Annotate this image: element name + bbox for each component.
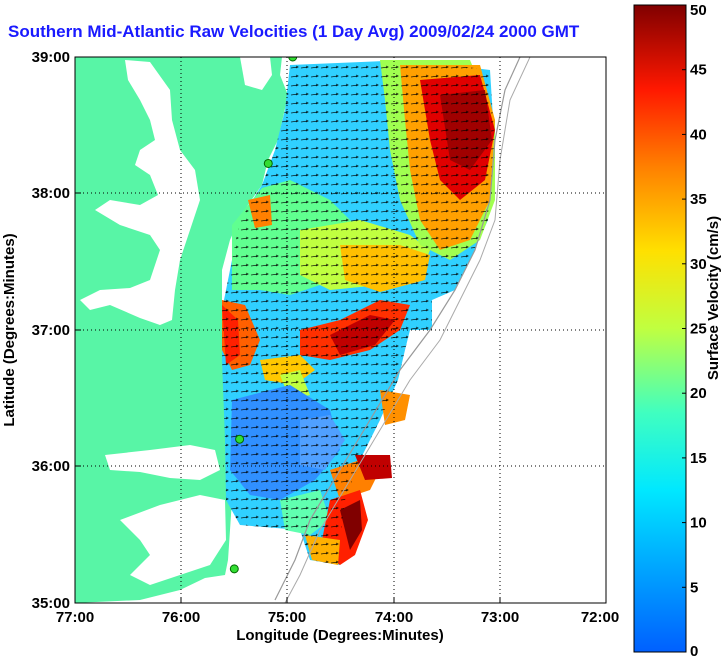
colorbar-tick-label: 50 — [690, 2, 707, 19]
station-marker — [229, 564, 239, 574]
colorbar-tick-label: 30 — [690, 256, 707, 273]
lon-tick-label: 74:00 — [375, 609, 413, 626]
colorbar-tick-label: 40 — [690, 126, 707, 143]
map-title: Southern Mid-Atlantic Raw Velocities (1 … — [8, 22, 580, 41]
lon-tick-label: 73:00 — [481, 609, 519, 626]
bathymetry-contour-2 — [284, 57, 531, 603]
lat-tick-label: 35:00 — [32, 595, 70, 612]
grid — [75, 57, 606, 603]
pamlico-sound — [120, 495, 226, 585]
tick-marks — [74, 56, 607, 604]
colorbar-tick-label: 15 — [690, 450, 707, 467]
colorbar-tick-label: 45 — [690, 62, 707, 79]
colorbar-tick-label: 0 — [690, 643, 698, 659]
colorbar-tick-label: 20 — [690, 385, 707, 402]
lat-tick-label: 38:00 — [32, 185, 70, 202]
colorbar-label: Surface Velocity (cm/s) — [705, 216, 722, 380]
bathymetry-contour — [274, 57, 521, 601]
albemarle-sound — [105, 445, 220, 480]
y-axis-label: Latitude (Degrees:Minutes) — [1, 233, 18, 426]
x-axis-label: Longitude (Degrees:Minutes) — [236, 627, 444, 644]
colorbar — [633, 4, 687, 653]
stations — [229, 57, 298, 574]
station-marker — [288, 57, 298, 62]
lat-tick-label: 39:00 — [32, 49, 70, 66]
lon-tick-label: 76:00 — [162, 609, 200, 626]
lon-tick-label: 72:00 — [581, 609, 619, 626]
colorbar-ticks: 0 5 10 15 20 25 30 35 40 45 50 — [682, 2, 707, 659]
velocity-arrows — [222, 60, 495, 565]
lon-tick-label: 77:00 — [56, 609, 94, 626]
colorbar-tick-label: 35 — [690, 191, 707, 208]
station-marker — [235, 434, 245, 444]
colorbar-tick-label: 5 — [690, 579, 698, 596]
delaware-bay — [240, 57, 272, 90]
map-content — [75, 57, 606, 603]
lon-tick-label: 75:00 — [268, 609, 306, 626]
chesapeake-bay — [80, 60, 200, 325]
colorbar-tick-label: 25 — [690, 321, 707, 338]
colorbar-tick-label: 10 — [690, 515, 707, 532]
lat-tick-label: 37:00 — [32, 322, 70, 339]
station-marker — [263, 158, 273, 168]
lat-tick-label: 36:00 — [32, 458, 70, 475]
